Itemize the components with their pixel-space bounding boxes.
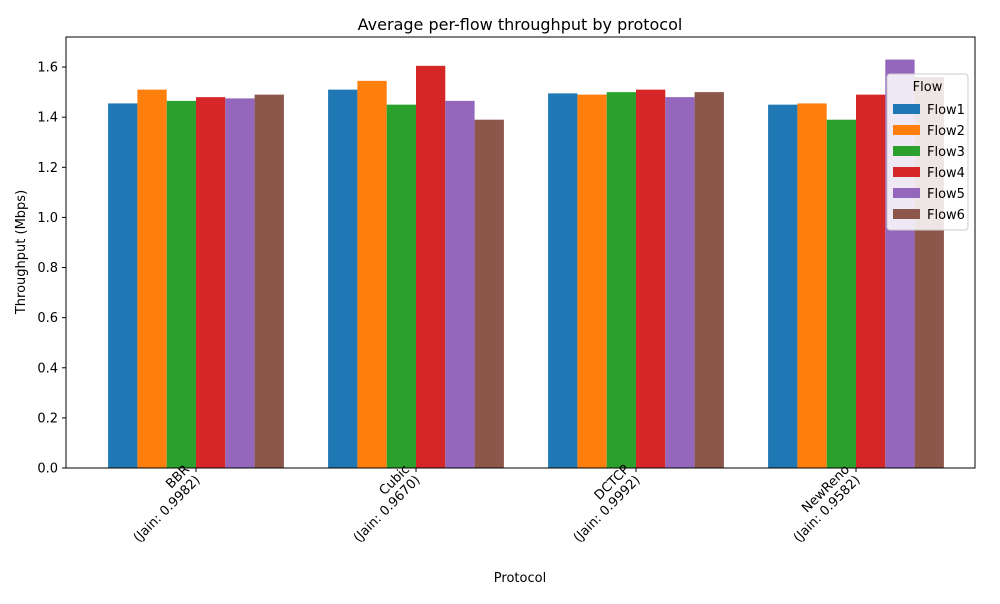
- bar-flow3-2: [606, 92, 636, 469]
- bar-flow2-3: [797, 103, 827, 469]
- bar-flow4-1: [416, 65, 446, 468]
- y-tick-label: 0.6: [37, 311, 58, 326]
- x-tick-label: BBR(Jain: 0.9982): [120, 462, 203, 545]
- bar-flow1-0: [108, 103, 138, 469]
- bar-flow3-1: [386, 104, 416, 468]
- y-tick-label: 1.6: [37, 61, 58, 76]
- legend-swatch-flow2: [893, 125, 920, 135]
- bar-flow6-0: [254, 94, 284, 468]
- legend-label-flow3: Flow3: [927, 145, 965, 160]
- y-tick-label: 0.4: [37, 361, 58, 376]
- y-tick-label: 1.2: [37, 161, 58, 176]
- legend-swatch-flow4: [893, 167, 920, 177]
- y-tick-label: 1.0: [37, 211, 58, 226]
- legend-label-flow2: Flow2: [927, 124, 965, 139]
- bar-flow3-3: [826, 119, 856, 468]
- legend-swatch-flow5: [893, 188, 920, 198]
- y-tick-label: 1.4: [37, 111, 58, 126]
- bar-flow5-1: [445, 100, 475, 468]
- bar-flow4-2: [636, 89, 666, 468]
- bar-flow5-2: [665, 97, 695, 469]
- y-tick-label: 0.2: [37, 411, 58, 426]
- x-tick-label: DCTCP(Jain: 0.9992): [560, 462, 643, 545]
- bar-flow1-1: [328, 89, 358, 468]
- x-tick-label: NewReno(Jain: 0.9582): [780, 462, 863, 545]
- bar-flow2-1: [357, 80, 387, 468]
- y-tick-label: 0.8: [37, 261, 58, 276]
- legend: Flow Flow1 Flow2 Flow3 Flow4 Flow5 Flow6: [886, 73, 969, 231]
- bar-flow4-0: [196, 97, 226, 469]
- legend-title: Flow: [913, 80, 943, 95]
- bar-flow3-0: [166, 100, 196, 468]
- bar-flow6-1: [474, 119, 504, 468]
- bar-flow5-0: [225, 98, 255, 468]
- x-axis-label: Protocol: [494, 571, 546, 586]
- legend-label-flow5: Flow5: [927, 187, 965, 202]
- y-tick-label: 0.0: [37, 462, 58, 477]
- legend-swatch-flow6: [893, 209, 920, 219]
- bar-flow1-2: [548, 93, 578, 469]
- bar-flow1-3: [768, 104, 798, 468]
- legend-swatch-flow3: [893, 146, 920, 156]
- bar-flow4-3: [856, 94, 886, 468]
- y-axis: 0.0 0.2 0.4 0.6 0.8 1.0 1.2 1.4 1.6: [37, 61, 66, 477]
- chart-title: Average per-flow throughput by protocol: [358, 15, 683, 34]
- bar-flow2-2: [577, 94, 607, 468]
- plot-frame: [65, 36, 976, 469]
- x-tick-label: Cubic(Jain: 0.9670): [340, 462, 423, 545]
- legend-swatch-flow1: [893, 104, 920, 114]
- bar-flow2-0: [137, 89, 167, 468]
- legend-label-flow4: Flow4: [927, 166, 965, 181]
- bars-layer: [108, 59, 944, 469]
- y-axis-label: Throughput (Mbps): [14, 190, 29, 315]
- bar-flow6-2: [694, 92, 724, 469]
- legend-label-flow6: Flow6: [927, 208, 965, 223]
- legend-label-flow1: Flow1: [927, 103, 965, 118]
- x-axis: BBR(Jain: 0.9982) Cubic(Jain: 0.9670) DCTC…: [120, 462, 864, 545]
